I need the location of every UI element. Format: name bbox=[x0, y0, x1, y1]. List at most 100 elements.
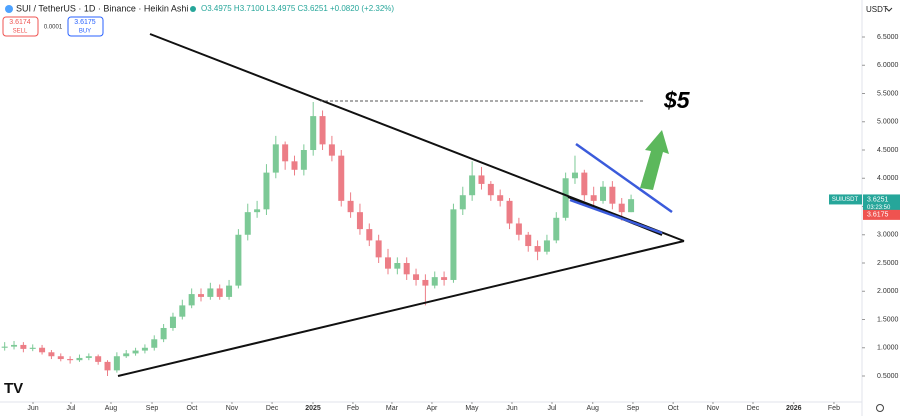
logo: TV bbox=[4, 380, 23, 397]
candle-body bbox=[431, 277, 438, 286]
x-tick-label: Feb bbox=[347, 405, 359, 412]
candles bbox=[1, 101, 635, 377]
sell-label: SELL bbox=[13, 29, 28, 35]
currency[interactable]: USDT bbox=[866, 5, 888, 14]
x-tick-label: Dec bbox=[747, 405, 760, 412]
x-tick-label: Oct bbox=[186, 405, 197, 412]
candle-body bbox=[188, 294, 195, 306]
candle-body bbox=[235, 234, 242, 286]
x-tick-label: Aug bbox=[105, 405, 118, 412]
y-tick-label: 2.5000 bbox=[877, 260, 899, 267]
trendline-upper bbox=[149, 33, 685, 242]
status-dot bbox=[190, 6, 196, 12]
settings-icon[interactable] bbox=[876, 404, 884, 412]
spread: 0.0001 bbox=[44, 25, 63, 31]
candle-body bbox=[328, 144, 335, 156]
x-tick-label: 2025 bbox=[305, 405, 321, 412]
candle-body bbox=[123, 353, 130, 357]
sell-button[interactable] bbox=[2, 16, 39, 37]
x-tick-label: May bbox=[465, 405, 479, 412]
y-tick-label: 5.5000 bbox=[877, 90, 899, 97]
candle-body bbox=[95, 356, 102, 362]
price-tag-timer: 03:23:50 bbox=[867, 205, 891, 211]
currency-dropdown bbox=[885, 7, 893, 12]
candle-body bbox=[160, 327, 167, 340]
candle-body bbox=[310, 116, 317, 151]
x-tick-label: Dec bbox=[266, 405, 279, 412]
candle-body bbox=[506, 200, 513, 224]
candle-body bbox=[141, 347, 148, 351]
candle-body bbox=[356, 212, 363, 230]
candle-body bbox=[272, 144, 279, 173]
candle-body bbox=[48, 352, 55, 357]
candle-body bbox=[459, 195, 466, 210]
x-tick-label: Jul bbox=[66, 405, 75, 412]
candle-body bbox=[29, 347, 36, 349]
candle-body bbox=[282, 144, 289, 162]
x-tick-label: Nov bbox=[226, 405, 239, 412]
x-tick-label: Oct bbox=[668, 405, 679, 412]
candle-body bbox=[609, 186, 616, 204]
candle-body bbox=[291, 161, 298, 170]
candle-body bbox=[20, 344, 27, 349]
candle-body bbox=[11, 344, 18, 347]
candle-body bbox=[179, 305, 186, 317]
annotation: $5 bbox=[663, 87, 691, 113]
y-tick-label: 6.5000 bbox=[877, 34, 899, 41]
candle-body bbox=[338, 155, 345, 201]
candle-body bbox=[254, 209, 261, 213]
candle-body bbox=[319, 116, 326, 145]
candle-body bbox=[113, 356, 120, 371]
candle-body bbox=[132, 350, 139, 354]
symbol-icon bbox=[5, 5, 13, 13]
y-tick-label: 6.0000 bbox=[877, 62, 899, 69]
x-tick-label: Aug bbox=[587, 405, 600, 412]
y-tick-label: 3.0000 bbox=[877, 232, 899, 239]
bid-tag-label: 3.6175 bbox=[867, 212, 889, 219]
candle-body bbox=[581, 172, 588, 196]
x-tick-label: Feb bbox=[828, 405, 840, 412]
trendline-lower bbox=[117, 240, 685, 377]
ohlc: O3.4975 H3.7100 L3.4975 C3.6251 +0.0820 … bbox=[201, 4, 394, 13]
buy-button[interactable] bbox=[67, 16, 104, 37]
x-tick-label: Apr bbox=[426, 405, 438, 412]
candle-body bbox=[76, 357, 83, 361]
candle-body bbox=[628, 199, 635, 213]
candle-body bbox=[478, 175, 485, 184]
y-tick-label: 0.5000 bbox=[877, 373, 899, 380]
candle-body bbox=[450, 209, 457, 280]
candle-body bbox=[590, 195, 597, 201]
x-tick-label: 2026 bbox=[786, 405, 802, 412]
candle-body bbox=[104, 361, 111, 371]
candle-body bbox=[525, 234, 532, 247]
candle-body bbox=[600, 186, 607, 201]
y-tick-label: 2.0000 bbox=[877, 288, 899, 295]
x-tick-label: Mar bbox=[386, 405, 399, 412]
candle-body bbox=[515, 223, 522, 235]
candle-body bbox=[413, 274, 420, 280]
symbol-title: SUI / TetherUS · 1D · Binance · Heikin A… bbox=[16, 3, 188, 13]
candle-body bbox=[543, 240, 550, 252]
candle-body bbox=[263, 172, 270, 210]
candle-body bbox=[216, 288, 223, 297]
candle-body bbox=[497, 195, 504, 201]
x-tick-label: Sep bbox=[627, 405, 640, 412]
candle-body bbox=[169, 316, 176, 328]
candle-body bbox=[571, 172, 578, 179]
candle-body bbox=[487, 183, 494, 196]
candle-body bbox=[553, 217, 560, 241]
arrow bbox=[640, 130, 669, 190]
candle-body bbox=[347, 200, 354, 213]
candle-body bbox=[244, 212, 251, 235]
buy-price: 3.6175 bbox=[74, 19, 96, 26]
channel-lower bbox=[569, 198, 663, 235]
candle-body bbox=[422, 279, 429, 286]
price-tag-value: 3.6251 bbox=[867, 196, 889, 203]
x-tick-label: Jul bbox=[548, 405, 557, 412]
x-tick-label: Nov bbox=[707, 405, 720, 412]
y-tick-label: 1.5000 bbox=[877, 316, 899, 323]
candle-body bbox=[534, 246, 541, 252]
candle-body bbox=[57, 356, 64, 360]
y-tick-label: 1.0000 bbox=[877, 345, 899, 352]
